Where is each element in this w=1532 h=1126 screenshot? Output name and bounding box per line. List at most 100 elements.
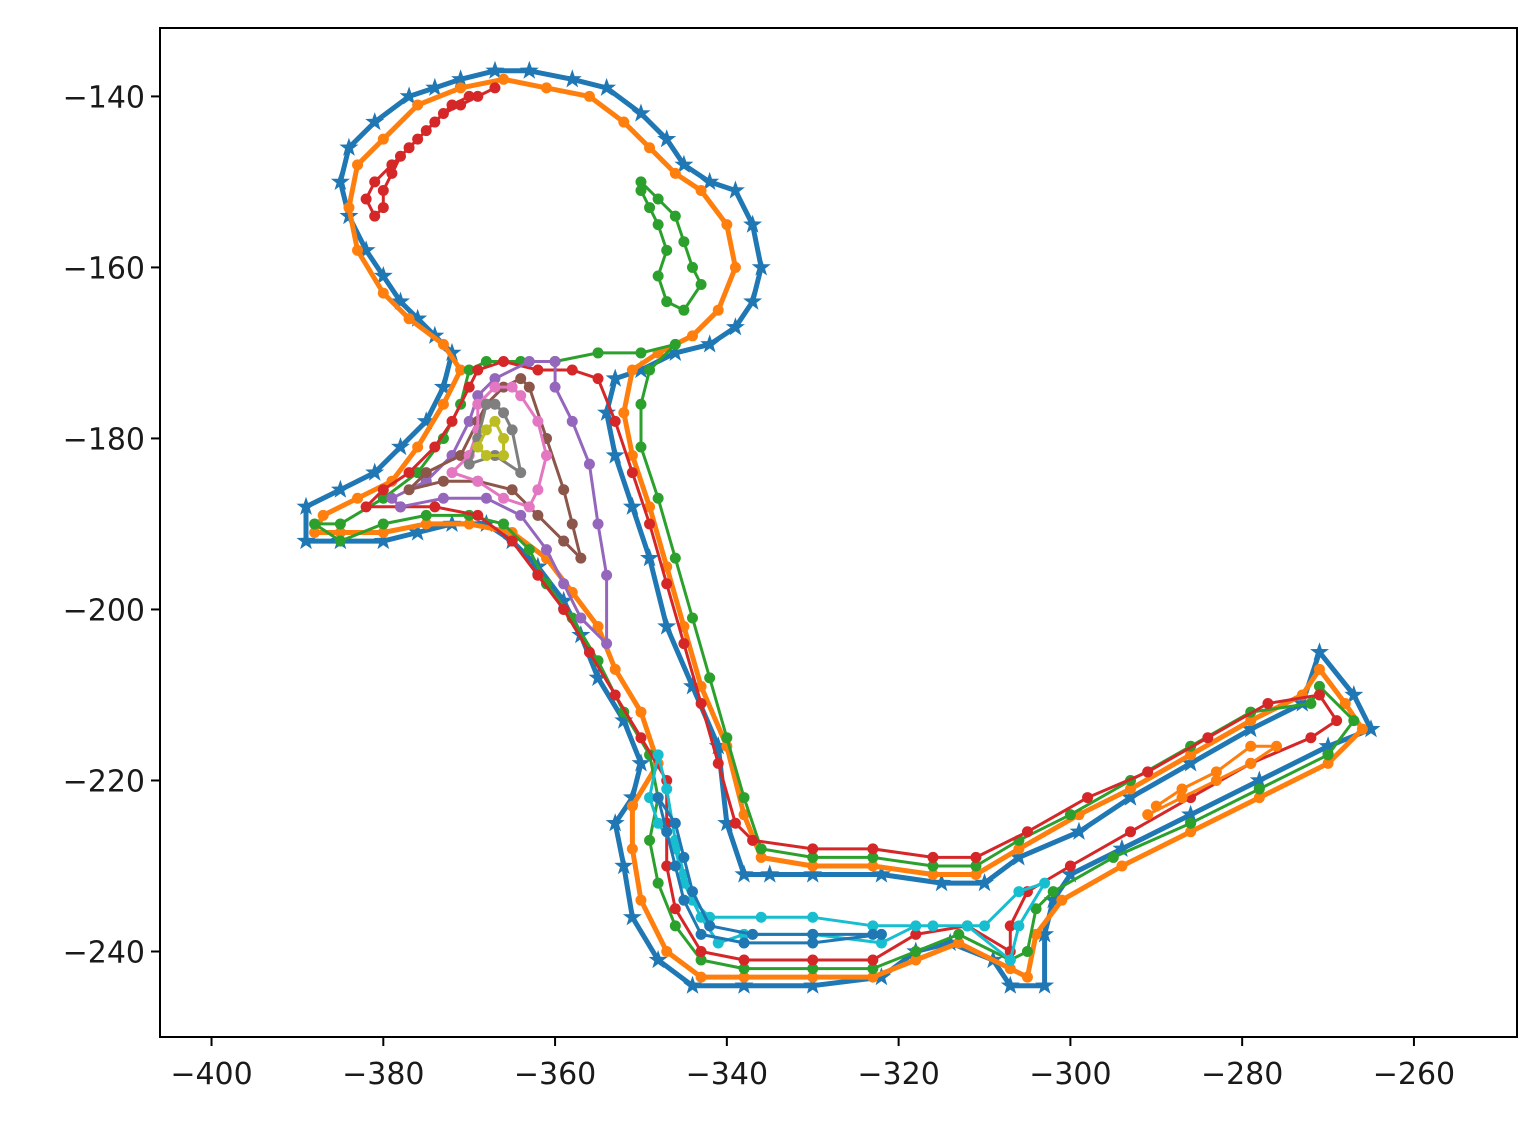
data-point: [1107, 851, 1119, 863]
data-point: [979, 920, 991, 932]
data-point: [700, 171, 720, 190]
data-point: [463, 90, 475, 102]
data-point: [455, 450, 467, 462]
data-point: [674, 154, 694, 173]
data-point: [807, 971, 819, 983]
data-point: [875, 937, 887, 949]
series-2: [360, 82, 501, 222]
data-point: [652, 749, 664, 761]
data-point: [622, 907, 642, 926]
data-point: [373, 531, 393, 550]
data-point: [433, 377, 453, 396]
series-8: [403, 373, 587, 564]
data-point: [626, 450, 638, 462]
data-point: [970, 851, 982, 863]
data-point: [472, 90, 484, 102]
data-point: [635, 894, 647, 906]
data-point: [751, 257, 771, 276]
data-point: [1064, 809, 1076, 821]
data-point: [377, 518, 389, 530]
data-point: [1313, 663, 1325, 675]
data-point: [700, 334, 720, 353]
data-point: [635, 706, 647, 718]
data-point: [597, 77, 617, 96]
data-point: [867, 851, 879, 863]
x-tick-label: −280: [1201, 1057, 1283, 1092]
data-point: [330, 479, 350, 498]
data-point: [609, 689, 621, 701]
data-point: [403, 484, 415, 496]
series-layer: [296, 60, 1381, 994]
data-point: [1245, 757, 1257, 769]
data-point: [472, 398, 484, 410]
x-tick-label: −360: [514, 1057, 596, 1092]
data-point: [498, 492, 510, 504]
data-point: [515, 509, 527, 521]
data-point: [721, 732, 733, 744]
data-point: [394, 150, 406, 162]
data-point: [867, 971, 879, 983]
data-point: [352, 492, 364, 504]
data-point: [412, 133, 424, 145]
data-point: [451, 69, 471, 88]
data-point: [489, 415, 501, 427]
data-point: [309, 527, 321, 538]
data-point: [566, 364, 578, 376]
data-point: [575, 612, 587, 624]
data-point: [583, 646, 595, 658]
data-point: [683, 975, 702, 994]
data-point: [1210, 774, 1222, 786]
data-point: [807, 963, 819, 975]
data-point: [1021, 826, 1033, 838]
data-point: [807, 843, 819, 855]
data-point: [583, 458, 595, 470]
data-point: [377, 484, 389, 496]
data-point: [721, 219, 733, 231]
data-point: [519, 60, 539, 79]
data-point: [1185, 826, 1197, 838]
data-point: [875, 928, 887, 940]
data-point: [442, 342, 462, 361]
data-point: [695, 954, 707, 966]
data-point: [455, 99, 467, 111]
data-point: [910, 954, 922, 966]
data-point: [678, 894, 690, 906]
data-point: [412, 467, 424, 479]
data-point: [377, 202, 389, 214]
data-point: [652, 877, 664, 889]
series-line: [407, 377, 583, 560]
data-point: [747, 928, 759, 940]
data-point: [669, 552, 681, 564]
data-point: [683, 676, 702, 695]
data-point: [953, 937, 965, 949]
data-point: [1004, 963, 1016, 975]
y-tick-label: −180: [63, 422, 145, 457]
data-point: [635, 732, 647, 744]
data-point: [575, 552, 587, 564]
data-point: [597, 402, 617, 421]
data-point: [644, 792, 656, 804]
data-point: [1339, 698, 1351, 710]
y-tick-label: −200: [63, 593, 145, 628]
data-point: [446, 415, 458, 427]
data-point: [738, 971, 750, 983]
data-point: [498, 432, 510, 444]
data-point: [472, 475, 484, 487]
data-point: [377, 133, 389, 145]
y-tick-label: −220: [63, 764, 145, 799]
data-point: [708, 736, 728, 755]
data-point: [669, 920, 681, 932]
data-point: [339, 137, 359, 156]
data-point: [1253, 792, 1265, 804]
data-point: [330, 171, 350, 190]
data-point: [446, 99, 458, 111]
data-point: [429, 441, 441, 453]
data-point: [644, 202, 656, 214]
data-point: [803, 864, 823, 883]
data-point: [695, 971, 707, 983]
series-13: [652, 792, 887, 949]
data-point: [743, 291, 763, 310]
data-point: [566, 518, 578, 530]
data-point: [352, 244, 364, 256]
